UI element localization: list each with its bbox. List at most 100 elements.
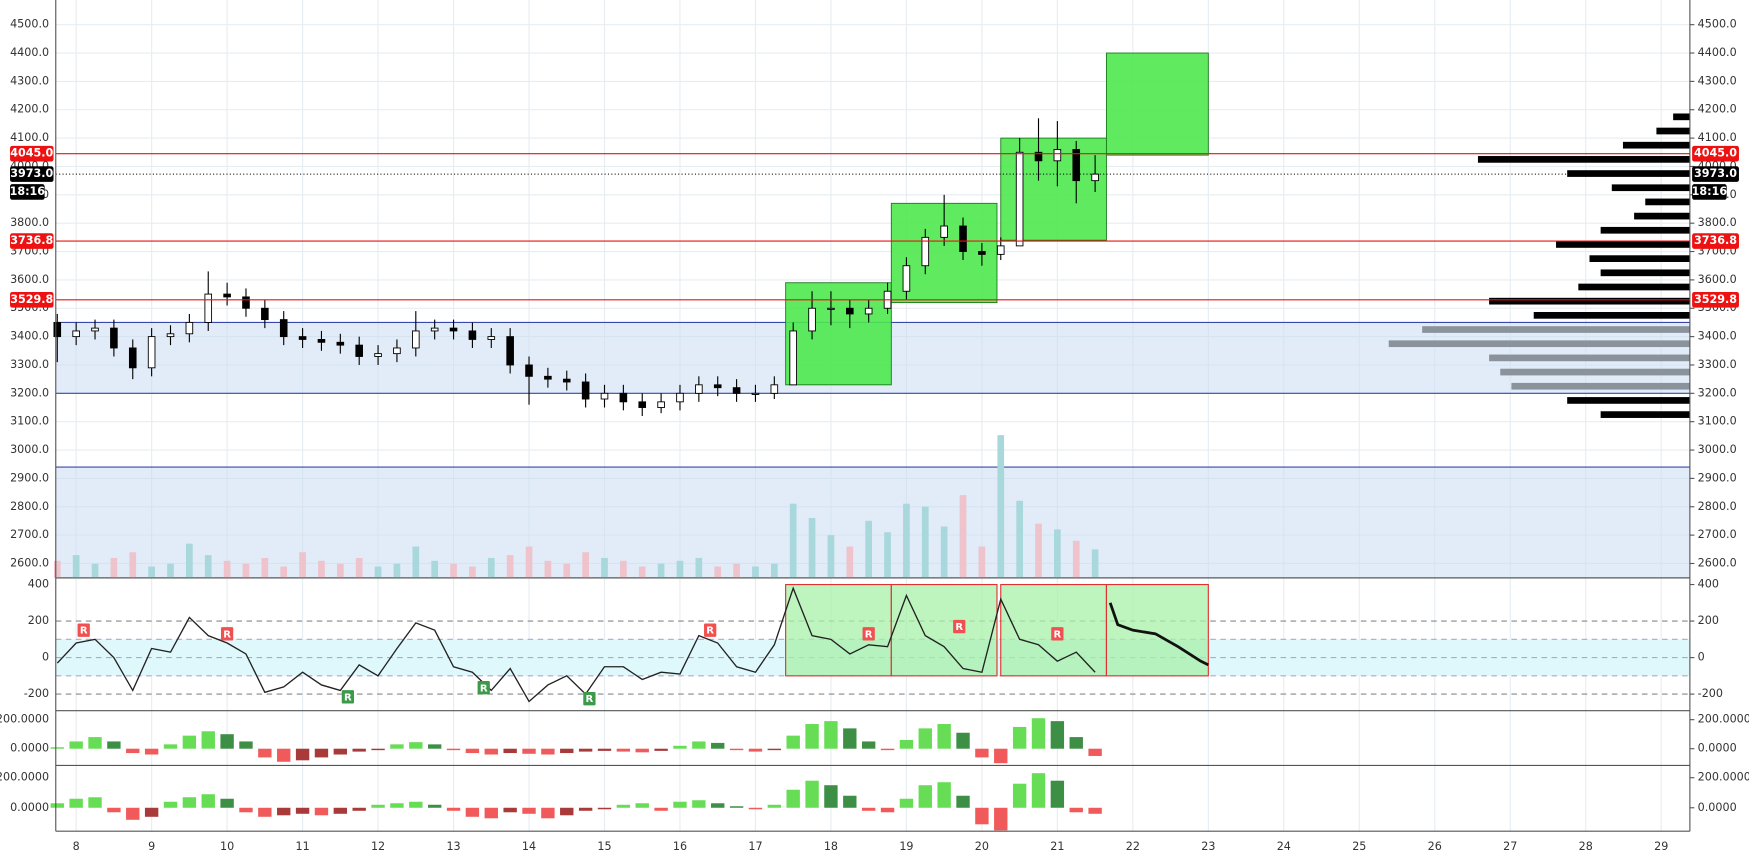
y-tick-label-right: 3800.0: [1698, 216, 1737, 229]
y-tick-label-right: 0.0000: [1698, 801, 1737, 814]
volume-bar: [167, 563, 174, 578]
histogram-bar: [729, 748, 744, 751]
histogram-bar: [805, 780, 819, 808]
candle-body: [978, 251, 986, 255]
oscillator-box: [785, 583, 892, 677]
candle-body: [676, 392, 684, 403]
histogram-bar: [409, 742, 423, 749]
annotation-text: R: [344, 692, 352, 703]
histogram-bar: [1031, 718, 1046, 749]
candle-body: [261, 307, 269, 321]
annotation-marker: [583, 691, 596, 706]
histogram-bar: [465, 807, 480, 817]
volume-bar: [72, 555, 80, 578]
volume-bar: [525, 546, 533, 578]
volume-bar: [638, 566, 646, 578]
histogram-bar: [673, 801, 687, 808]
histogram-bar: [880, 748, 895, 751]
candle-body: [317, 339, 326, 343]
histogram-bar: [107, 741, 121, 749]
candle-body: [487, 336, 496, 340]
volume-bar: [261, 557, 269, 578]
volume-bar: [846, 546, 854, 578]
price-tag-right: [1692, 233, 1739, 249]
histogram-bar: [975, 807, 989, 825]
volume-bar: [204, 555, 212, 578]
y-tick-label-left: 200: [28, 614, 49, 627]
price-tag-right-text: 3973.0: [1694, 167, 1737, 180]
candle-body: [827, 307, 835, 310]
price-tag-right-text: 4045.0: [1694, 147, 1737, 160]
y-tick-label-left: 3000.0: [10, 443, 49, 456]
volume-bar: [336, 563, 344, 578]
histogram-bar: [182, 735, 197, 749]
candle-body: [657, 401, 665, 408]
x-tick-label: 10: [220, 840, 234, 853]
y-tick-label-left: 4400.0: [10, 46, 49, 59]
volume-profile-bar: [1533, 312, 1690, 319]
histogram-bar: [1031, 773, 1046, 808]
histogram-bar: [692, 800, 706, 808]
volume-profile-bar: [1634, 212, 1690, 220]
y-tick-label-left: 4100.0: [10, 131, 49, 144]
annotation-text: R: [223, 629, 231, 640]
histogram-bar: [767, 748, 782, 751]
volume-bar: [940, 526, 948, 578]
annotation-text: R: [706, 626, 714, 637]
histogram-bar: [144, 748, 159, 755]
price-tag-left: [10, 291, 54, 308]
histogram-bar: [503, 748, 517, 754]
histogram-bar: [729, 806, 744, 808]
volume-bar: [544, 560, 552, 578]
volume-bar: [865, 520, 873, 578]
candle-body: [713, 384, 722, 389]
zone: [55, 467, 1690, 578]
histogram-bar: [258, 748, 272, 758]
price-tag-left-text: 4045.0: [10, 147, 53, 160]
histogram-bar: [824, 785, 838, 808]
histogram-bar: [956, 795, 970, 808]
x-tick-label: 22: [1126, 840, 1140, 853]
histogram-bar: [994, 748, 1008, 764]
volume-profile-bar: [1388, 340, 1690, 348]
volume-bar: [1035, 523, 1042, 578]
candle-body: [751, 392, 760, 395]
candle-body: [789, 330, 797, 386]
histogram-bar: [220, 798, 234, 808]
candle-body: [921, 236, 930, 267]
y-tick-label-right: 3600.0: [1698, 273, 1737, 286]
x-tick-label: 23: [1201, 840, 1215, 853]
histogram-bar: [220, 734, 234, 749]
volume-bar: [1072, 540, 1080, 578]
oscillator-line: [56, 586, 1096, 703]
histogram-bar: [560, 748, 574, 754]
histogram-bar: [880, 807, 895, 813]
candle-body: [619, 392, 628, 403]
y-tick-label-left: 4200.0: [10, 103, 49, 116]
volume-profile-bar: [1622, 141, 1690, 149]
candle-body: [902, 265, 911, 292]
histogram-bar: [597, 807, 612, 810]
annotation-marker: [341, 690, 355, 704]
histogram-bar: [1050, 721, 1065, 749]
histogram-bar: [239, 807, 253, 813]
histogram-bar: [635, 748, 649, 753]
x-tick-label: 9: [148, 840, 155, 853]
target-box: [785, 282, 892, 386]
y-tick-label-right: 4300.0: [1698, 74, 1737, 87]
annotation-text: R: [586, 694, 594, 705]
candle-body: [204, 293, 213, 323]
x-tick-label: 13: [446, 840, 460, 853]
y-tick-label-left: 2600.0: [10, 556, 49, 569]
candle-body: [1034, 151, 1043, 162]
candle-body: [336, 341, 345, 346]
y-tick-label-right: 2600.0: [1698, 556, 1737, 569]
candle-body: [996, 245, 1005, 255]
histogram-bar: [1069, 807, 1083, 813]
candle-body: [864, 307, 873, 315]
y-tick-label-left: 200.0000: [0, 713, 49, 726]
histogram-bar: [144, 807, 159, 817]
annotation-text: R: [480, 683, 488, 694]
volume-bar: [487, 557, 495, 578]
volume-bar: [620, 560, 627, 578]
